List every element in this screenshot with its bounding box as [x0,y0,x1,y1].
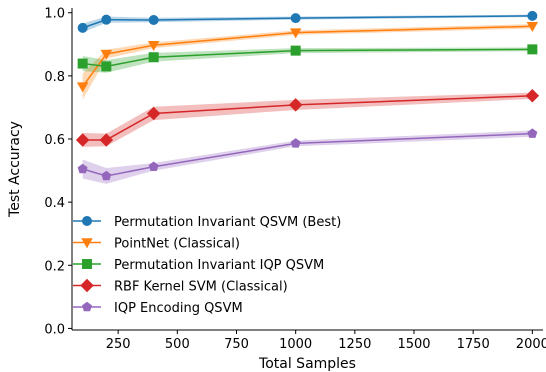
x-axis-label: Total Samples [258,356,356,372]
data-point [148,161,159,172]
data-point [77,22,88,33]
data-point [76,82,89,93]
series-band-4 [82,130,533,184]
legend-label: IQP Encoding QSVM [114,301,243,316]
legend-label: RBF Kernel SVM (Classical) [114,280,288,295]
data-point [147,41,160,52]
legend: Permutation Invariant QSVM (Best) PointNe… [73,215,341,316]
x-tick-label: 1500 [397,337,430,352]
series-band-1 [82,24,533,100]
legend-item: Permutation Invariant QSVM (Best) [73,215,341,230]
legend-item: PointNet (Classical) [73,237,240,252]
data-point [527,10,538,21]
data-point [527,44,538,55]
y-axis-ticks: 0.0 0.2 0.4 0.6 0.8 1.0 [44,7,72,337]
x-tick-label: 250 [106,337,131,352]
x-tick-label: 1000 [279,337,312,352]
axes [71,8,543,331]
y-tick-label: 0.4 [44,196,65,211]
y-tick-label: 0.0 [44,322,65,337]
data-point [289,28,302,39]
x-axis-ticks: 250 500 750 1000 1250 1500 1750 2000 [106,330,546,352]
x-tick-label: 750 [224,337,249,352]
x-tick-label: 2000 [516,337,546,352]
y-tick-label: 0.2 [44,259,65,274]
data-point [290,138,301,148]
series-band-2 [82,47,533,73]
data-point [526,22,539,33]
y-tick-label: 0.6 [44,133,65,148]
data-point [290,13,301,24]
legend-marker [82,301,92,312]
legend-label: Permutation Invariant IQP QSVM [114,258,324,273]
data-point [146,106,161,121]
data-point [148,52,159,63]
legend-marker [82,216,92,226]
y-tick-label: 1.0 [44,7,65,22]
series-band-3 [82,92,533,147]
data-point [99,133,114,147]
data-point [100,49,113,60]
data-point [288,98,303,112]
data-point [101,14,112,25]
legend-label: Permutation Invariant QSVM (Best) [114,215,341,230]
data-point [101,170,112,181]
data-point [101,61,112,72]
series-markers [75,10,540,181]
legend-marker [80,278,94,293]
x-tick-label: 1250 [338,337,371,352]
data-point [525,89,540,103]
y-tick-label: 0.8 [44,70,65,85]
x-tick-label: 1750 [457,337,490,352]
legend-item: Permutation Invariant IQP QSVM [73,258,324,273]
data-point [75,133,90,147]
confidence-bands [82,14,533,184]
legend-item: RBF Kernel SVM (Classical) [73,278,288,295]
data-point [77,58,88,69]
y-axis-label: Test Accuracy [7,121,23,218]
x-tick-label: 500 [165,337,190,352]
data-point [290,45,301,56]
legend-marker [82,259,92,269]
legend-label: PointNet (Classical) [114,237,240,252]
legend-item: IQP Encoding QSVM [73,301,243,316]
legend-marker [81,238,93,249]
data-point [77,163,88,174]
data-point [527,128,538,138]
data-point [148,14,159,25]
